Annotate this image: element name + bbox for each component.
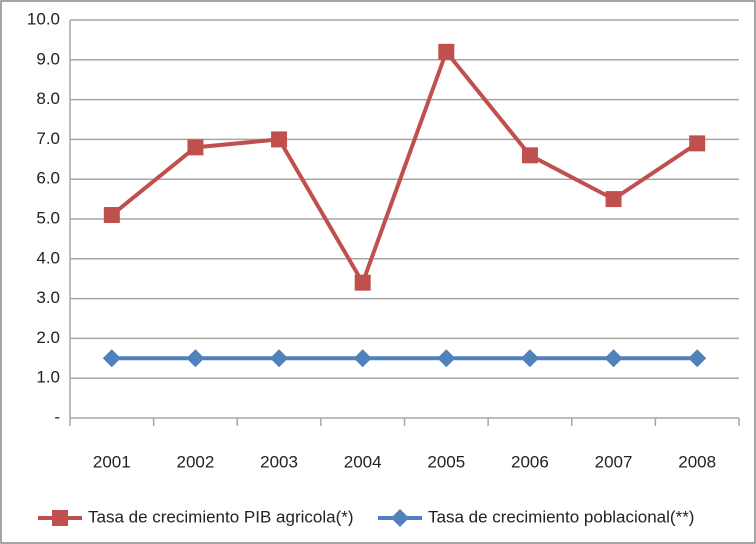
- y-tick-label: 6.0: [36, 169, 60, 188]
- marker: [102, 349, 121, 368]
- marker: [186, 349, 205, 368]
- y-tick-label: 10.0: [27, 9, 60, 28]
- marker: [438, 43, 455, 60]
- x-tick-label: 2005: [427, 452, 465, 471]
- marker: [52, 510, 68, 526]
- marker: [187, 139, 204, 156]
- marker: [353, 349, 372, 368]
- marker: [437, 349, 456, 368]
- legend-label: Tasa de crecimiento poblacional(**): [428, 507, 694, 526]
- marker: [391, 509, 409, 527]
- marker: [605, 191, 622, 208]
- marker: [271, 131, 288, 148]
- x-tick-label: 2007: [595, 452, 633, 471]
- y-tick-label: 8.0: [36, 89, 60, 108]
- marker: [354, 274, 371, 291]
- marker: [604, 349, 623, 368]
- y-tick-label: -: [54, 407, 60, 426]
- x-tick-label: 2001: [93, 452, 131, 471]
- y-tick-label: 3.0: [36, 288, 60, 307]
- series-line: [110, 47, 699, 288]
- marker: [688, 349, 707, 368]
- x-tick-label: 2003: [260, 452, 298, 471]
- marker: [103, 207, 120, 224]
- x-tick-label: 2006: [511, 452, 549, 471]
- marker: [270, 349, 289, 368]
- x-tick-label: 2008: [678, 452, 716, 471]
- marker: [520, 349, 539, 368]
- x-tick-label: 2002: [177, 452, 215, 471]
- y-tick-label: 2.0: [36, 328, 60, 347]
- y-tick-label: 1.0: [36, 368, 60, 387]
- legend-label: Tasa de crecimiento PIB agricola(*): [88, 507, 354, 526]
- y-tick-label: 7.0: [36, 129, 60, 148]
- marker: [689, 135, 706, 152]
- marker: [521, 147, 538, 164]
- x-tick-label: 2004: [344, 452, 382, 471]
- y-tick-label: 5.0: [36, 208, 60, 227]
- y-tick-label: 4.0: [36, 248, 60, 267]
- y-tick-label: 9.0: [36, 49, 60, 68]
